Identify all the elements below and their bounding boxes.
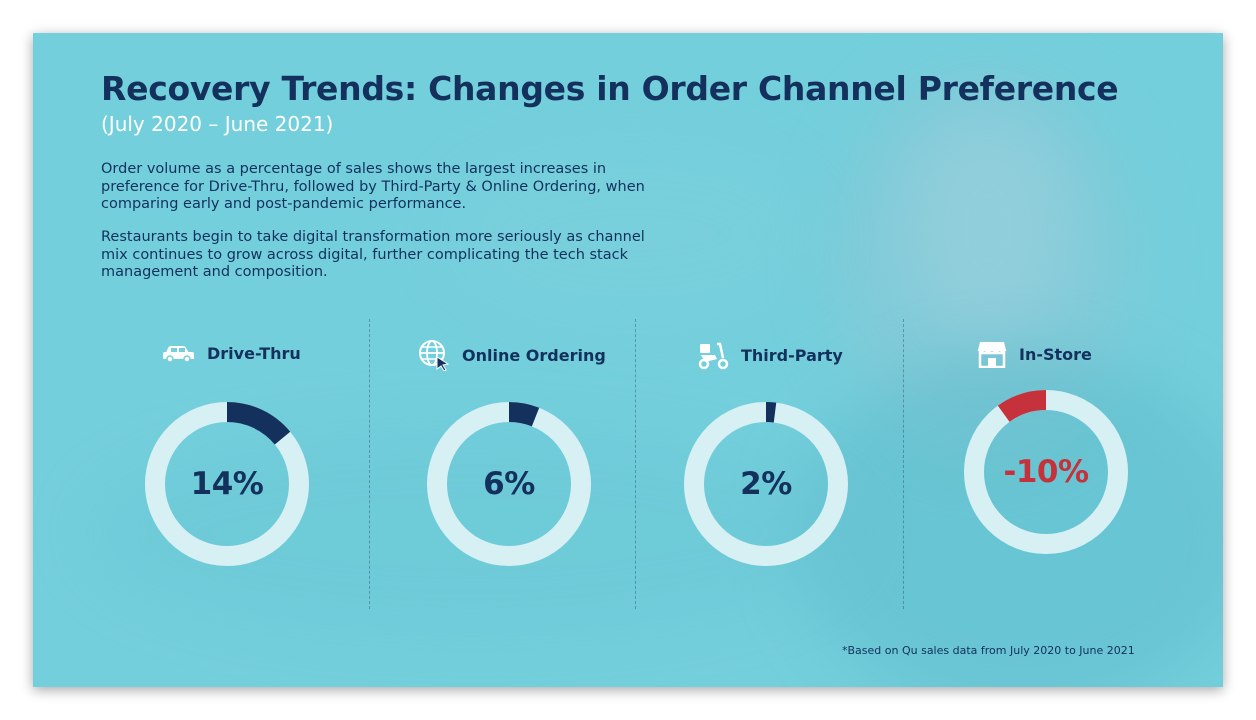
globe-cursor-icon (419, 340, 450, 371)
channel-label: Online Ordering (462, 345, 606, 365)
donut-ring (964, 390, 1128, 554)
donut-value-label: -10% (1003, 454, 1089, 490)
donut-ring (427, 402, 591, 566)
background-photo-blur (453, 153, 813, 313)
donut-value-label: 6% (483, 466, 535, 502)
donut-ring (684, 402, 848, 566)
channel-label: In-Store (1019, 344, 1092, 364)
donut-chart-drive-thru: 14% (142, 399, 312, 569)
footnote: *Based on Qu sales data from July 2020 t… (842, 644, 1135, 657)
storefront-icon (977, 342, 1007, 368)
channel-header-online-ordering: Online Ordering (418, 339, 606, 371)
donut-segment (684, 402, 848, 566)
column-divider (903, 319, 904, 609)
scooter-icon (698, 342, 729, 370)
slide: Recovery Trends: Changes in Order Channe… (33, 33, 1223, 687)
donut-value-label: 14% (190, 466, 264, 502)
donut-chart-third-party: 2% (681, 399, 851, 569)
donut-chart-online-ordering: 6% (424, 399, 594, 569)
slide-title: Recovery Trends: Changes in Order Channe… (101, 69, 1119, 108)
channel-header-third-party: Third-Party (697, 340, 843, 370)
car-icon (163, 346, 194, 363)
donut-value-label: 2% (740, 466, 792, 502)
donut-segment (145, 402, 309, 566)
description-paragraph-1: Order volume as a percentage of sales sh… (101, 161, 645, 212)
channel-label: Third-Party (741, 345, 843, 365)
description-paragraph-2: Restaurants begin to take digital transf… (101, 229, 645, 280)
column-divider (369, 319, 370, 609)
background-photo-blur (903, 113, 1073, 343)
donut-segment (427, 402, 591, 566)
donut-chart-in-store: -10% (961, 387, 1131, 557)
slide-subtitle: (July 2020 – June 2021) (101, 112, 334, 136)
column-divider (635, 319, 636, 609)
channel-label: Drive-Thru (207, 343, 301, 363)
channel-header-in-store: In-Store (977, 340, 1092, 368)
channel-header-drive-thru: Drive-Thru (161, 343, 301, 363)
donut-ring (145, 402, 309, 566)
